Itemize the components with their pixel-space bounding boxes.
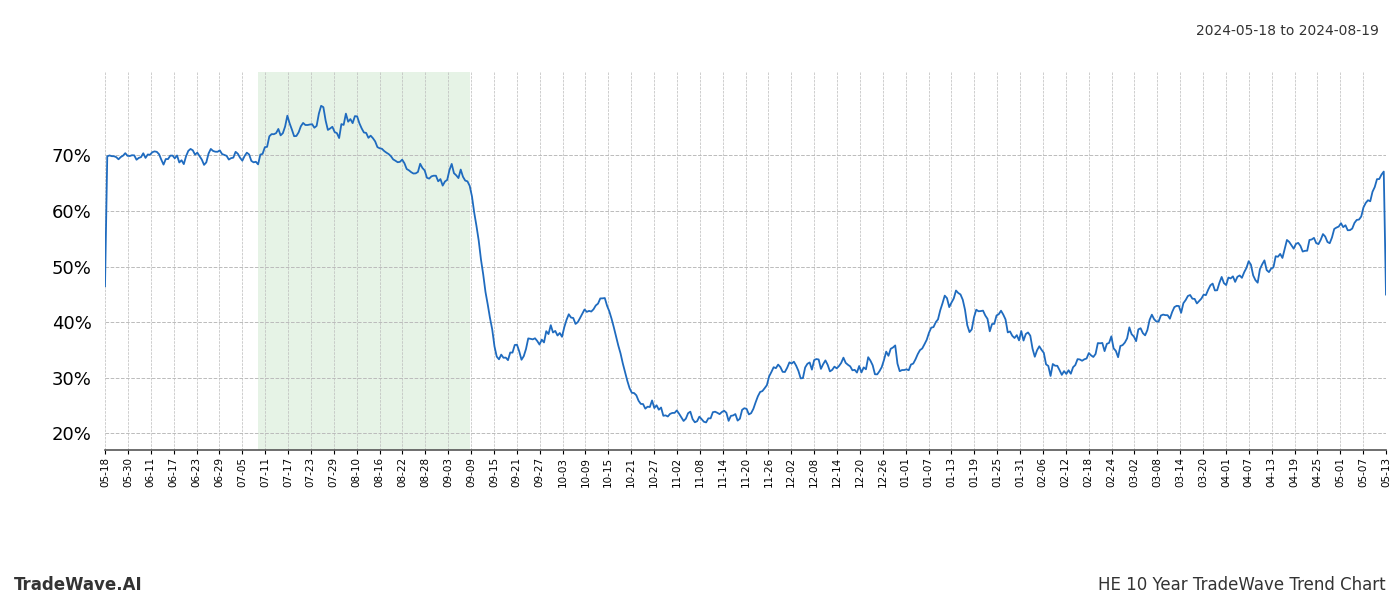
Text: 2024-05-18 to 2024-08-19: 2024-05-18 to 2024-08-19 bbox=[1196, 24, 1379, 38]
Text: TradeWave.AI: TradeWave.AI bbox=[14, 576, 143, 594]
Bar bbox=[258, 72, 470, 450]
Text: HE 10 Year TradeWave Trend Chart: HE 10 Year TradeWave Trend Chart bbox=[1099, 576, 1386, 594]
